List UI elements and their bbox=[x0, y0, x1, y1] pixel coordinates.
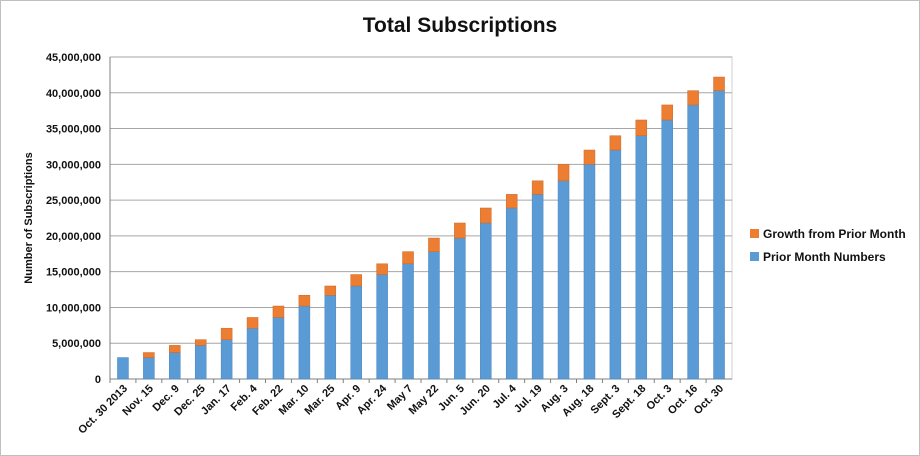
bar-growth bbox=[661, 104, 673, 121]
bar-growth bbox=[505, 194, 518, 209]
y-tick-label: 20,000,000 bbox=[46, 231, 101, 243]
bar-prior-month bbox=[713, 90, 725, 380]
bar-growth bbox=[609, 135, 622, 151]
bar-prior-month bbox=[298, 305, 311, 380]
x-tick-label: Apr. 24 bbox=[355, 382, 390, 417]
x-tick-label: Jul. 19 bbox=[512, 383, 545, 416]
bar-growth bbox=[246, 317, 259, 329]
y-axis-title: Number of Subscriptions bbox=[23, 152, 35, 283]
y-tick-label: 40,000,000 bbox=[46, 88, 101, 100]
bar-prior-month bbox=[272, 317, 285, 380]
bar-growth bbox=[376, 263, 388, 275]
bar-growth bbox=[350, 274, 362, 287]
bar-growth bbox=[220, 327, 233, 340]
bar-prior-month bbox=[246, 327, 259, 380]
bar-prior-month bbox=[531, 194, 544, 380]
bar-growth bbox=[272, 305, 285, 318]
bar-prior-month bbox=[350, 285, 362, 380]
legend-swatch bbox=[750, 252, 759, 261]
bar-prior-month bbox=[220, 339, 233, 380]
y-tick-label: 0 bbox=[95, 374, 101, 386]
bar-growth bbox=[713, 76, 725, 91]
bar-prior-month bbox=[194, 345, 207, 380]
bar-prior-month bbox=[143, 357, 155, 380]
bar-prior-month bbox=[376, 274, 388, 380]
bar-prior-month bbox=[557, 180, 570, 380]
legend-swatch bbox=[750, 229, 759, 238]
bar-prior-month bbox=[169, 352, 181, 380]
y-tick-label: 45,000,000 bbox=[46, 52, 101, 64]
bar-growth bbox=[531, 180, 544, 195]
bar-prior-month bbox=[428, 251, 440, 380]
bar-growth bbox=[298, 295, 311, 307]
bar-growth bbox=[583, 149, 596, 165]
legend-label: Growth from Prior Month bbox=[763, 227, 906, 241]
bar-growth bbox=[454, 222, 466, 239]
y-tick-label: 35,000,000 bbox=[46, 124, 101, 136]
bar-growth bbox=[557, 164, 570, 182]
bar-prior-month bbox=[117, 357, 129, 380]
bar-growth bbox=[480, 207, 492, 224]
bar-prior-month bbox=[324, 295, 337, 380]
bar-prior-month bbox=[635, 135, 648, 380]
chart-title: Total Subscriptions bbox=[362, 14, 558, 37]
bar-growth bbox=[143, 352, 155, 358]
y-tick-label: 25,000,000 bbox=[46, 195, 101, 207]
bar-prior-month bbox=[661, 119, 673, 380]
bar-prior-month bbox=[583, 164, 596, 380]
y-tick-label: 5,000,000 bbox=[52, 338, 101, 350]
y-tick-label: 30,000,000 bbox=[46, 159, 101, 171]
bar-prior-month bbox=[480, 222, 492, 380]
bar-prior-month bbox=[454, 237, 466, 380]
bar-prior-month bbox=[505, 207, 518, 380]
bar-growth bbox=[324, 285, 337, 296]
bar-growth bbox=[687, 90, 699, 106]
bar-growth bbox=[194, 339, 207, 346]
legend-label: Prior Month Numbers bbox=[763, 250, 886, 264]
bar-growth bbox=[402, 251, 414, 265]
bar-growth bbox=[635, 119, 648, 136]
bar-prior-month bbox=[687, 104, 699, 380]
bar-growth bbox=[428, 237, 440, 252]
bar-prior-month bbox=[609, 149, 622, 380]
y-tick-label: 10,000,000 bbox=[46, 302, 101, 314]
bar-prior-month bbox=[402, 263, 414, 380]
y-tick-label: 15,000,000 bbox=[46, 267, 101, 279]
bar-growth bbox=[169, 345, 181, 353]
